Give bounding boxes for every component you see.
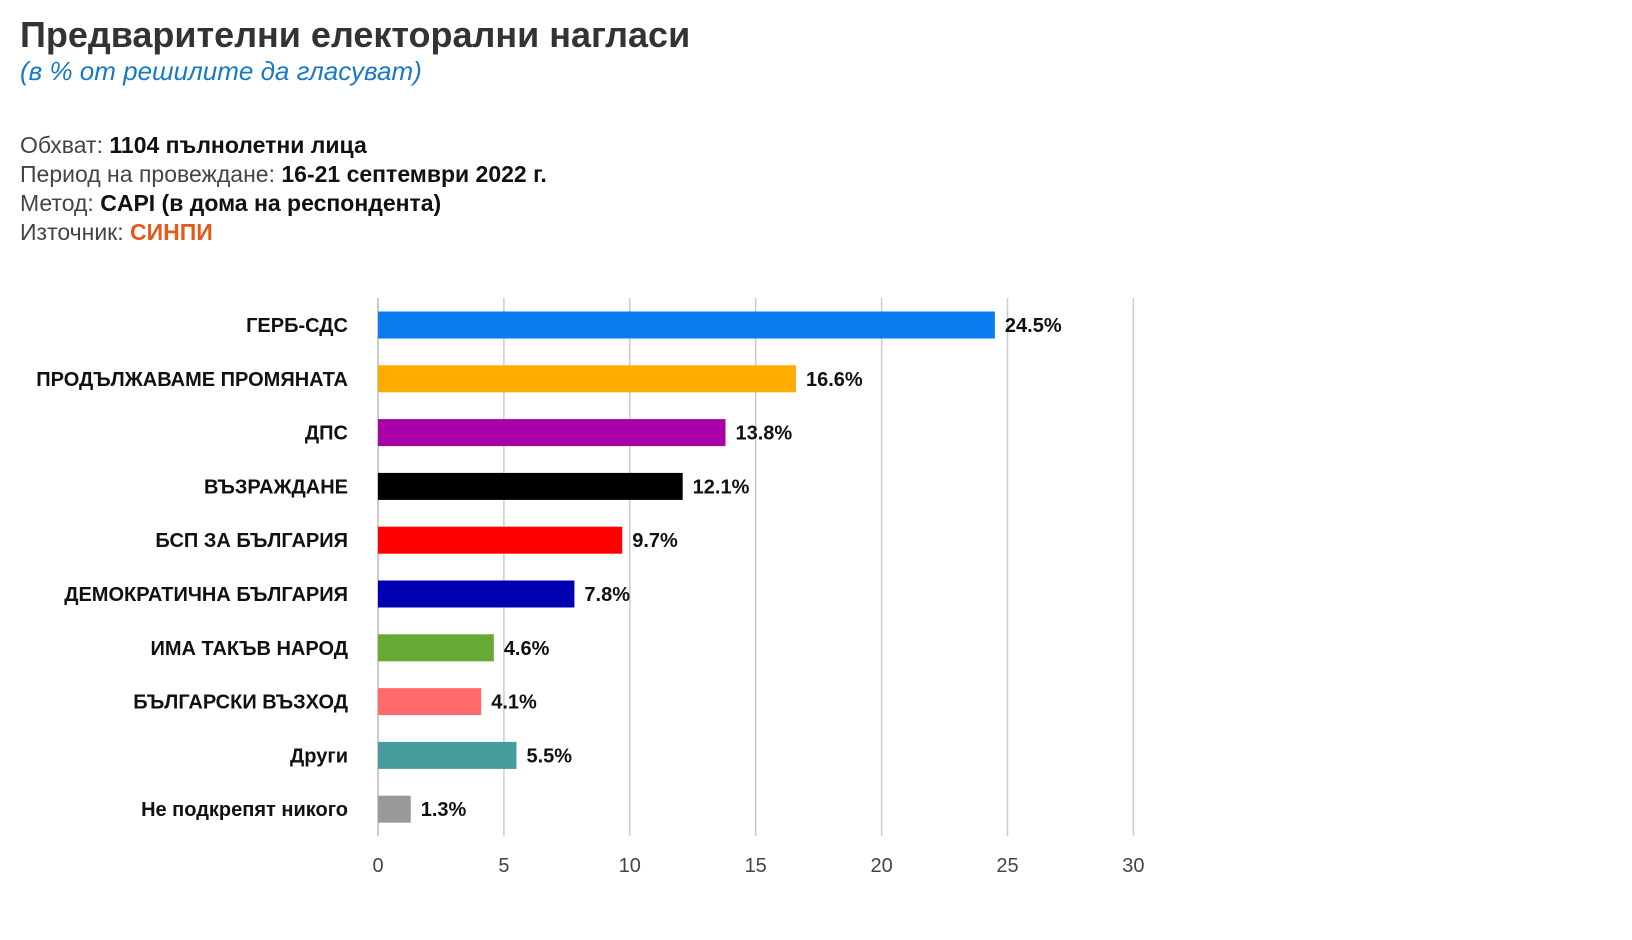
category-label-9: Други	[290, 745, 348, 767]
value-label-5: 9.7%	[632, 530, 678, 552]
x-tick-label-15: 15	[745, 855, 767, 877]
category-label-10: Не подкрепят никого	[141, 799, 348, 821]
value-label-4: 12.1%	[693, 476, 750, 498]
bar-3	[378, 419, 726, 447]
meta-source: Източник: СИНПИ	[20, 219, 213, 246]
value-label-1: 24.5%	[1005, 315, 1062, 337]
category-label-3: ДПС	[305, 423, 348, 445]
value-label-10: 1.3%	[421, 799, 467, 821]
category-label-2: ПРОДЪЛЖАВАМЕ ПРОМЯНАТА	[36, 369, 348, 391]
meta-coverage-value: 1104 пълнолетни лица	[109, 132, 367, 158]
meta-period-label: Период на провеждане:	[20, 161, 275, 187]
bar-8	[378, 688, 482, 716]
bar-9	[378, 741, 517, 769]
meta-coverage-label: Обхват:	[20, 132, 103, 158]
category-label-4: ВЪЗРАЖДАНЕ	[204, 476, 348, 498]
chart-subtitle: (в % от решилите да гласуват)	[20, 56, 422, 86]
value-label-7: 4.6%	[504, 638, 550, 660]
meta-coverage: Обхват: 1104 пълнолетни лица	[20, 132, 367, 159]
x-tick-label-0: 0	[372, 855, 383, 877]
x-tick-label-10: 10	[619, 855, 641, 877]
meta-source-value: СИНПИ	[130, 219, 213, 245]
category-label-8: БЪЛГАРСКИ ВЪЗХОД	[133, 692, 348, 714]
bar-5	[378, 526, 623, 554]
meta-period-value: 16-21 септември 2022 г.	[281, 161, 547, 187]
meta-method: Метод: CAPI (в дома на респондента)	[20, 190, 441, 217]
value-label-8: 4.1%	[491, 692, 537, 714]
value-label-3: 13.8%	[735, 423, 792, 445]
bar-7	[378, 634, 494, 662]
category-label-5: БСП ЗА БЪЛГАРИЯ	[155, 530, 348, 552]
category-label-7: ИМА ТАКЪВ НАРОД	[150, 638, 348, 660]
bar-6	[378, 580, 575, 608]
value-label-9: 5.5%	[526, 745, 572, 767]
category-label-6: ДЕМОКРАТИЧНА БЪЛГАРИЯ	[64, 584, 348, 606]
meta-method-value: CAPI (в дома на респондента)	[100, 190, 442, 216]
category-label-1: ГЕРБ-СДС	[246, 315, 348, 337]
value-label-2: 16.6%	[806, 369, 863, 391]
meta-source-label: Източник:	[20, 219, 124, 245]
bar-2	[378, 365, 796, 393]
value-label-6: 7.8%	[584, 584, 630, 606]
x-tick-label-25: 25	[996, 855, 1018, 877]
x-tick-label-5: 5	[498, 855, 509, 877]
bar-1	[378, 311, 995, 339]
meta-period: Период на провеждане: 16-21 септември 20…	[20, 161, 547, 188]
bar-10	[378, 795, 411, 823]
x-tick-label-20: 20	[870, 855, 892, 877]
x-tick-label-30: 30	[1122, 855, 1144, 877]
meta-method-label: Метод:	[20, 190, 94, 216]
chart-title: Предварителни електорални нагласи	[20, 14, 691, 55]
bar-4	[378, 472, 683, 500]
